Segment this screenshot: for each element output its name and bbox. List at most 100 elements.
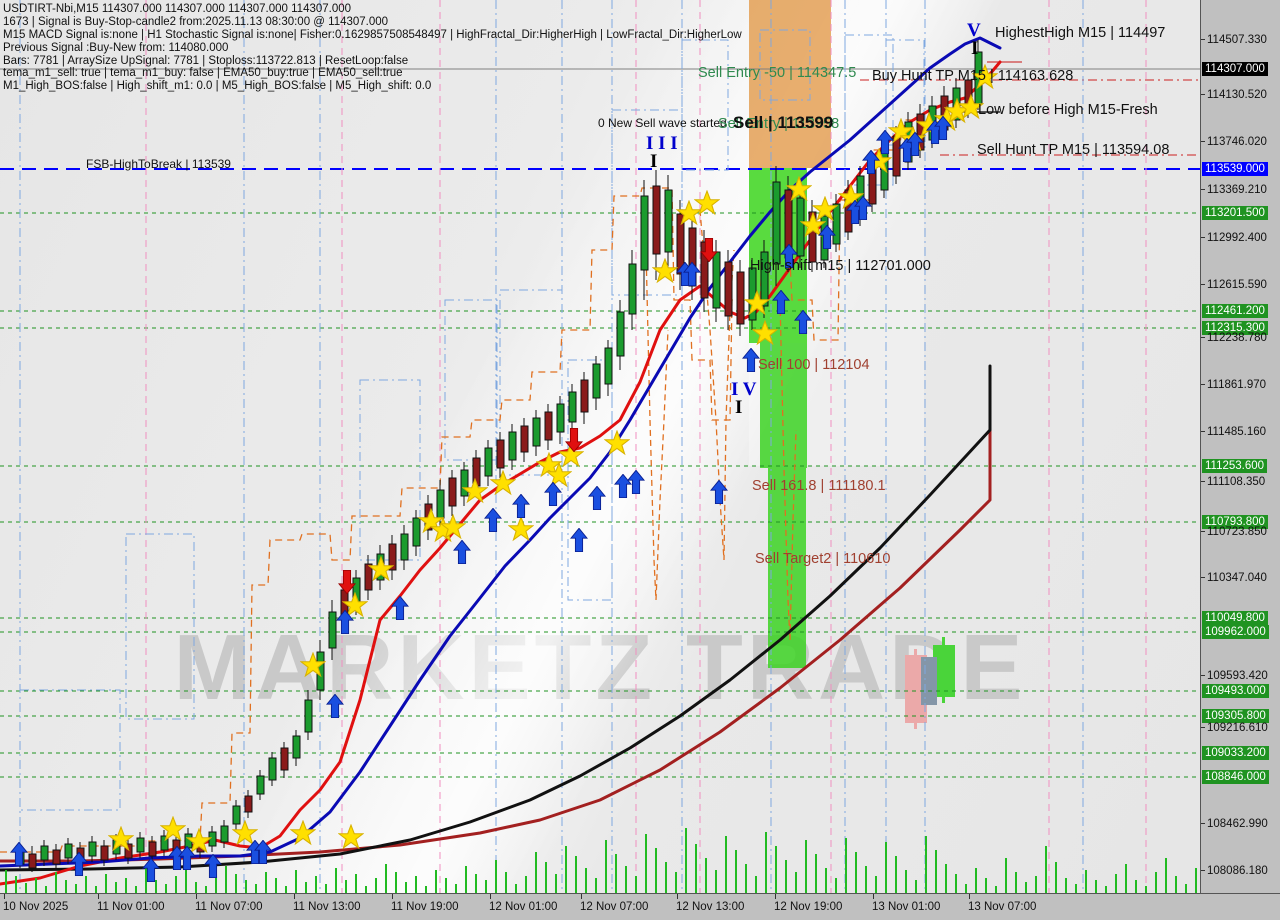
time-label: 13 Nov 01:00 <box>872 901 941 913</box>
annotation-sell-entry-113958: Sell Entry | 113958 <box>718 116 840 132</box>
chart-info-header: USDTIRT-Nbi,M15 114307.000 114307.000 11… <box>3 3 742 93</box>
price-tick-mark <box>1201 337 1280 339</box>
price-label-112238-780: 112238.780 <box>1207 332 1267 344</box>
price-label-112992-400: 112992.400 <box>1207 232 1267 244</box>
price-tick-mark <box>1201 284 1280 286</box>
time-tick-mark <box>775 894 776 899</box>
price-label-110049-800: 110049.800 <box>1202 611 1268 625</box>
price-label-108462-990: 108462.990 <box>1207 818 1268 830</box>
annotation-sell-target2: Sell Target2 | 110610 <box>755 551 891 567</box>
price-tick-mark <box>1201 481 1280 483</box>
chart-info-line-5: Bars: 7781 | ArraySize UpSignal: 7781 | … <box>3 54 409 67</box>
wave-marker-iv-tick: I <box>735 397 743 418</box>
time-label: 12 Nov 13:00 <box>676 901 745 913</box>
price-tick-mark <box>1201 577 1280 579</box>
annotation-fsb-high-to-break: FSB-HighToBreak | 113539 <box>86 157 231 171</box>
price-axis[interactable]: 114507.330 114307.000 114130.520 113746.020… <box>1200 0 1280 893</box>
price-tick-mark <box>1201 727 1280 729</box>
time-tick-mark <box>581 894 582 899</box>
price-label-111253-600: 111253.600 <box>1202 459 1268 473</box>
price-tick-mark <box>1201 141 1280 143</box>
time-tick-mark <box>969 894 970 899</box>
price-label-114130-520: 114130.520 <box>1207 89 1267 101</box>
price-label-114507-330: 114507.330 <box>1207 34 1267 46</box>
annotation-sell-entry-50: Sell Entry -50 | 114347.5 <box>698 65 857 81</box>
annotation-high-shift-m15: High-shift m15 | 112701.000 <box>750 258 931 274</box>
annotation-sell-1618: Sell 161.8 | 111180.1 <box>752 478 886 494</box>
price-label-109216-610: 109216.610 <box>1207 722 1268 734</box>
price-label-113539-000: 113539.000 <box>1202 162 1268 176</box>
wave-marker-v: V <box>967 20 981 41</box>
chart-info-line-4: Previous Signal :Buy-New from: 114080.00… <box>3 41 229 54</box>
chart-info-line-3: M15 MACD Signal is:none | H1 Stochastic … <box>3 28 742 41</box>
annotation-sell-hunt-tp: Sell Hunt TP M15 | 113594.08 <box>977 142 1170 158</box>
annotation-sell-113599: Sell | 113599 <box>733 113 834 132</box>
annotation-low-before-high: Low before High M15-Fresh <box>978 102 1158 118</box>
annotation-buy-hunt-tp: Buy Hunt TP M15 | 114163.628 <box>872 68 1074 84</box>
time-label: 12 Nov 01:00 <box>489 901 558 913</box>
price-label-110793-800: 110793.800 <box>1202 515 1268 529</box>
time-tick-mark <box>392 894 393 899</box>
price-label-110723-850: 110723.850 <box>1207 526 1267 538</box>
price-label-113201-500: 113201.500 <box>1202 206 1268 220</box>
chart-info-line-7: M1_High_BOS:false | High_shift_m1: 0.0 |… <box>3 80 432 93</box>
chart-info-line-2: 1673 | Signal is Buy-Stop-candle2 from:2… <box>3 15 389 28</box>
price-label-112615-590: 112615.590 <box>1207 279 1267 291</box>
price-tick-mark <box>1201 94 1280 96</box>
time-tick-mark <box>98 894 99 899</box>
zone-sell-entry-orange <box>749 0 831 168</box>
price-label-113369-210: 113369.210 <box>1207 184 1267 196</box>
price-label-109305-800: 109305.800 <box>1202 709 1269 723</box>
time-tick-mark <box>294 894 295 899</box>
time-label: 11 Nov 07:00 <box>195 901 263 913</box>
signal-markers-layer <box>10 64 998 882</box>
annotation-new-sell-wave: 0 New Sell wave started <box>598 116 727 130</box>
price-tick-mark <box>1201 823 1280 825</box>
chart-info-line-1: USDTIRT-Nbi,M15 114307.000 114307.000 11… <box>3 3 352 15</box>
price-label-108086-180: 108086.180 <box>1207 865 1268 877</box>
annotation-sell-100: Sell 100 | 112104 <box>758 357 870 373</box>
chart-plot-area[interactable]: MARKETZ TRADE <box>0 0 1200 893</box>
price-label-113746-020: 113746.020 <box>1207 136 1267 148</box>
price-tick-mark <box>1201 531 1280 533</box>
wave-marker-iii-tick: I <box>650 151 658 172</box>
time-label: 13 Nov 07:00 <box>968 901 1037 913</box>
price-label-109593-420: 109593.420 <box>1207 670 1268 682</box>
time-label: 12 Nov 07:00 <box>580 901 649 913</box>
price-tick-mark <box>1201 384 1280 386</box>
time-tick-mark <box>196 894 197 899</box>
price-tick-mark <box>1201 870 1280 872</box>
time-tick-mark <box>873 894 874 899</box>
price-label-112315-300: 112315.300 <box>1202 321 1268 335</box>
price-label-108846-000: 108846.000 <box>1202 770 1269 784</box>
zone-sell-entry-salmon <box>749 0 831 168</box>
wave-marker-v-tick: I <box>971 38 979 59</box>
time-axis[interactable]: 10 Nov 2025 11 Nov 01:00 11 Nov 07:00 11 No… <box>0 893 1280 920</box>
price-label-114307-000: 114307.000 <box>1202 62 1268 76</box>
price-tick-mark <box>1201 237 1280 239</box>
wave-marker-iv: I V <box>731 379 757 400</box>
price-label-110347-040: 110347.040 <box>1207 572 1267 584</box>
wave-marker-iii: I I I <box>646 133 678 154</box>
chart-info-line-6: tema_m1_sell: true | tema_m1_buy: false … <box>3 67 403 80</box>
annotation-highest-high: HighestHigh M15 | 114497 <box>995 25 1166 41</box>
price-label-109962-000: 109962.000 <box>1202 625 1269 639</box>
time-label: 11 Nov 13:00 <box>293 901 361 913</box>
price-label-111108-350: 111108.350 <box>1207 476 1266 488</box>
price-label-111861-970: 111861.970 <box>1207 379 1267 391</box>
price-tick-mark <box>1201 431 1280 433</box>
time-tick-mark <box>490 894 491 899</box>
time-label: 11 Nov 19:00 <box>391 901 459 913</box>
time-tick-mark <box>4 894 5 899</box>
price-tick-mark <box>1201 39 1280 41</box>
time-label: 10 Nov 2025 <box>3 901 69 913</box>
time-label: 11 Nov 01:00 <box>97 901 165 913</box>
time-label: 12 Nov 19:00 <box>774 901 843 913</box>
price-tick-mark <box>1201 675 1280 677</box>
price-label-109493-000: 109493.000 <box>1202 684 1269 698</box>
price-label-112461-200: 112461.200 <box>1202 304 1268 318</box>
time-tick-mark <box>677 894 678 899</box>
zone-sell-green-mid <box>760 343 807 468</box>
watermark-logo-icon <box>905 637 961 729</box>
